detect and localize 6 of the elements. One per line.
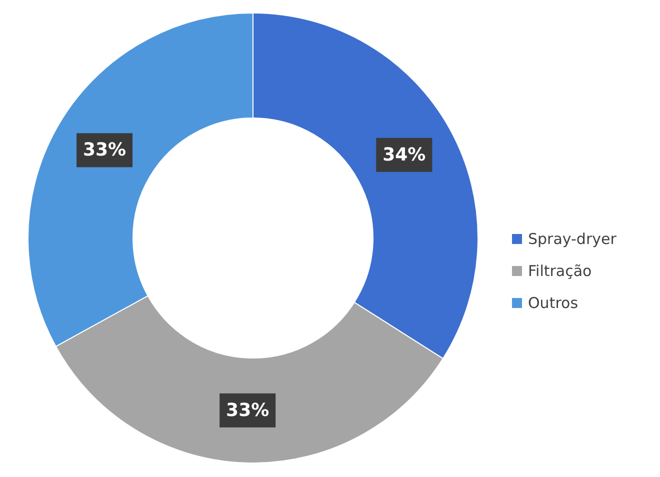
data-label: 33%	[82, 140, 126, 161]
data-label: 33%	[226, 400, 270, 421]
legend-label: Outros	[528, 294, 578, 312]
legend-label: Spray-dryer	[528, 230, 618, 248]
legend-label: Filtração	[528, 262, 592, 280]
data-label: 34%	[382, 144, 426, 166]
